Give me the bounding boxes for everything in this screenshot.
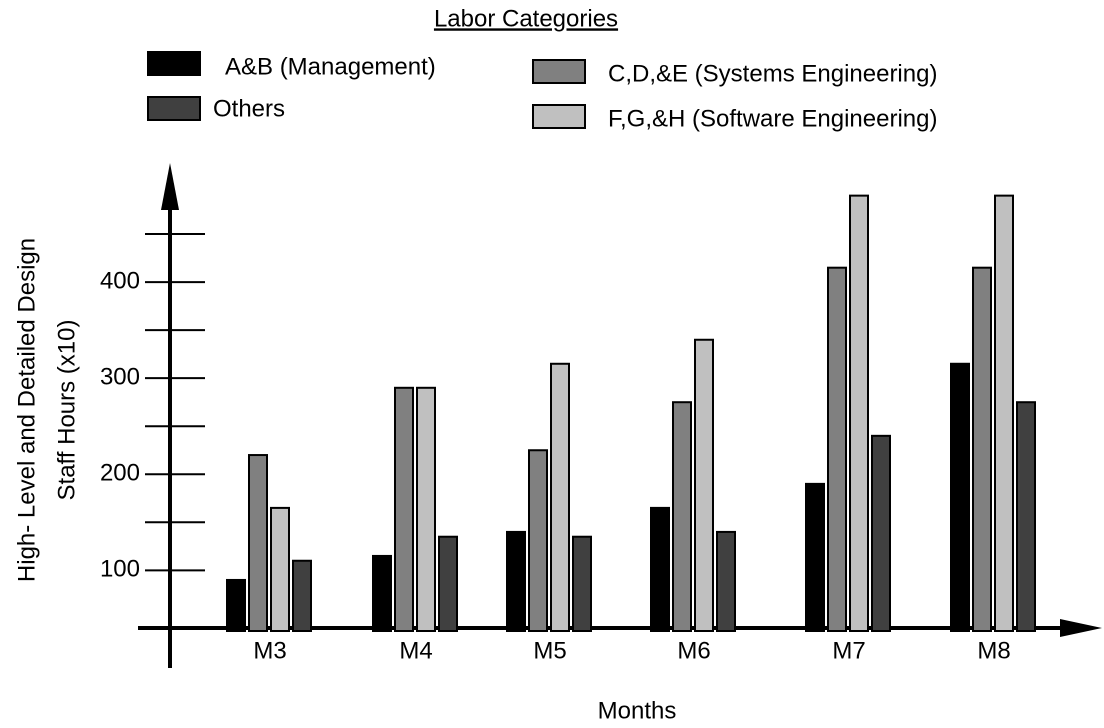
bar [416, 386, 436, 633]
legend-title: Labor Categories [434, 5, 618, 32]
bar [394, 386, 414, 633]
x-tick-label: M5 [533, 637, 566, 664]
legend-swatch [532, 59, 586, 84]
bar [438, 535, 458, 633]
legend-label: C,D,&E (Systems Engineering) [608, 60, 937, 87]
bar [694, 338, 714, 632]
bar [506, 530, 526, 633]
legend-swatch [147, 96, 201, 121]
bar [972, 266, 992, 632]
bar [528, 449, 548, 633]
legend-swatch [532, 104, 586, 129]
x-tick-label: M7 [832, 637, 865, 664]
bar [248, 454, 268, 632]
y-tick-label: 300 [100, 364, 140, 391]
bar [871, 434, 891, 632]
bar [550, 362, 570, 632]
y-tick-label: 200 [100, 460, 140, 487]
legend-label: F,G,&H (Software Engineering) [608, 105, 937, 132]
bar [226, 578, 246, 632]
bar [805, 482, 825, 632]
legend-label: Others [213, 95, 285, 122]
bar [650, 506, 670, 633]
bar [950, 362, 970, 632]
y-axis-label: High- Level and Detailed Design [13, 238, 40, 582]
bar [994, 194, 1014, 632]
bar [716, 530, 736, 633]
x-tick-label: M8 [977, 637, 1010, 664]
legend-swatch [147, 51, 201, 76]
bar [270, 506, 290, 633]
bar [372, 554, 392, 633]
x-axis-arrow [1060, 619, 1102, 637]
x-tick-label: M4 [399, 637, 432, 664]
bar [1016, 401, 1036, 632]
y-tick-label: 400 [100, 267, 140, 294]
x-tick-label: M3 [253, 637, 286, 664]
x-tick-label: M6 [677, 637, 710, 664]
bar [292, 559, 312, 632]
y-axis-label: Staff Hours (x10) [53, 320, 80, 501]
y-tick-label: 100 [100, 556, 140, 583]
bar [672, 401, 692, 632]
bar [827, 266, 847, 632]
legend-label: A&B (Management) [225, 53, 436, 80]
bar [849, 194, 869, 632]
y-axis-arrow [161, 163, 179, 210]
bar [572, 535, 592, 633]
x-axis-label: Months [598, 697, 677, 724]
